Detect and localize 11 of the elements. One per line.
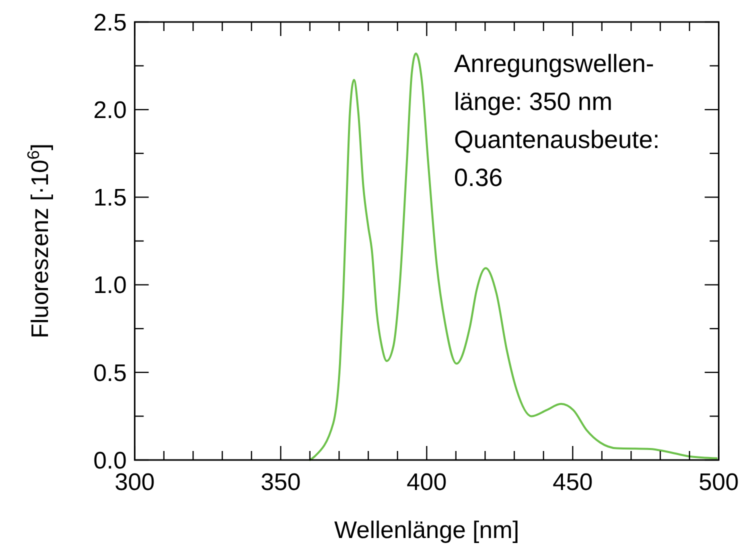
x-tick-label: 400 <box>406 469 447 496</box>
y-tick-label: 1.5 <box>93 184 127 212</box>
x-axis-title: Wellenlänge [nm] <box>334 517 520 544</box>
x-tick-label: 500 <box>698 469 739 496</box>
y-tick-label: 1.0 <box>93 272 127 300</box>
y-tick-label: 0.5 <box>93 360 127 387</box>
annotation: Anregungswellen- länge: 350 nm Quantenausbeute: 0.36 <box>454 50 660 192</box>
x-tick-label: 450 <box>552 469 593 496</box>
x-tick-label: 350 <box>260 469 301 496</box>
y-tick-label: 2.5 <box>93 9 127 36</box>
y-tick-label: 2.0 <box>93 97 127 124</box>
